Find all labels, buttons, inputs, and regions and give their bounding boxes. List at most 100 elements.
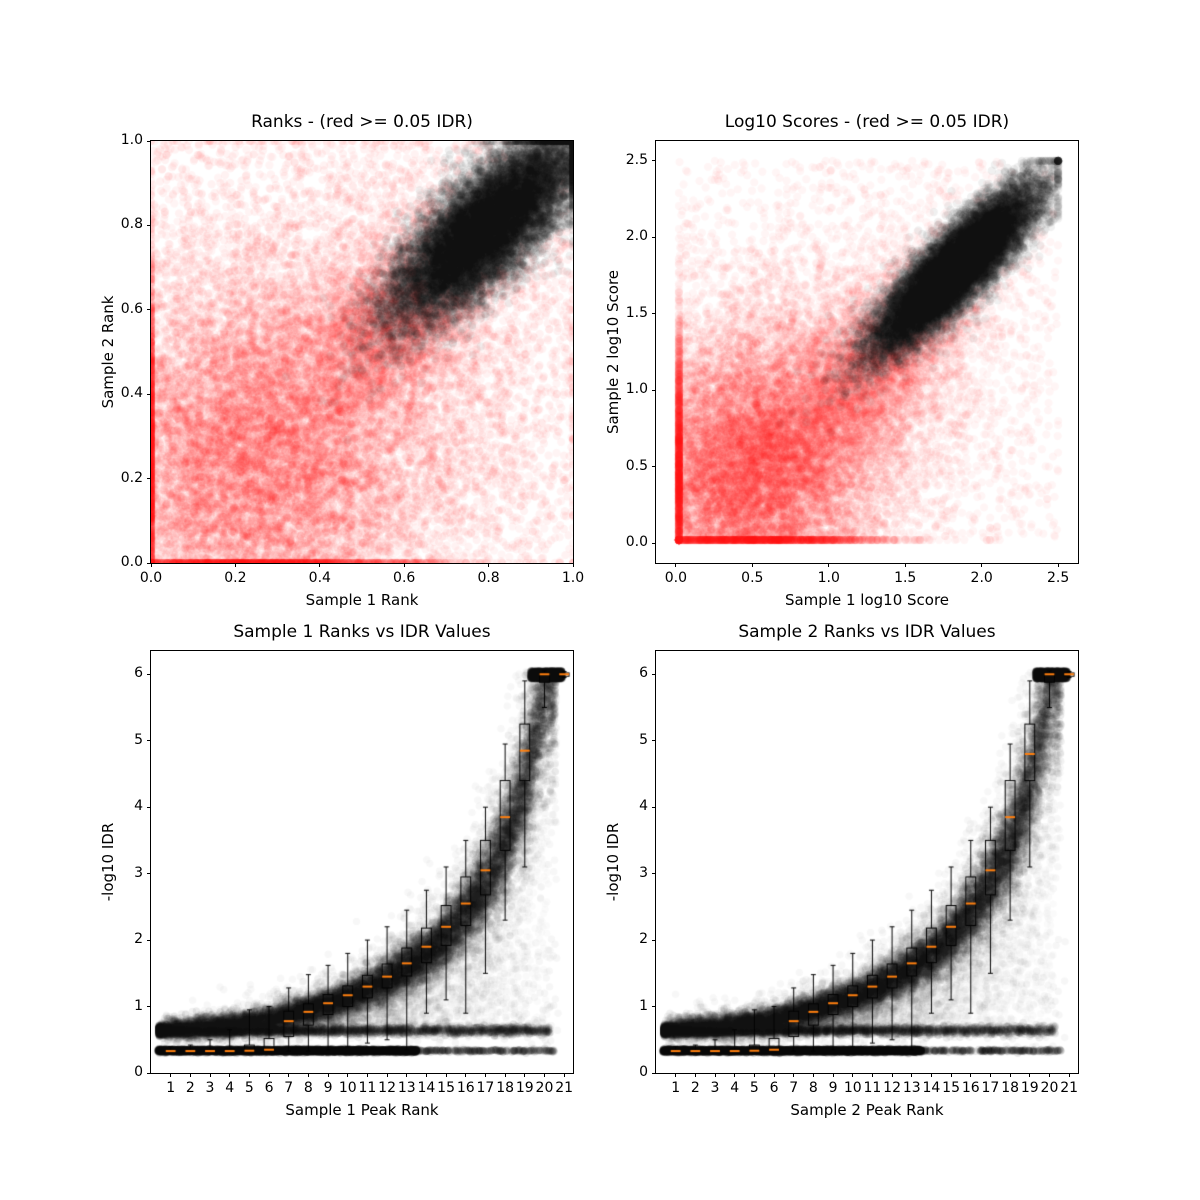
y-tick-mark: [147, 673, 151, 675]
x-tick-mark: [543, 1073, 545, 1077]
x-tick-label: 2: [690, 1080, 700, 1096]
x-tick-mark: [504, 1073, 506, 1077]
subplot-2: Log10 Scores - (red >= 0.05 IDR) Sample …: [604, 112, 1079, 609]
x-tick-label: 14: [417, 1080, 436, 1096]
x-tick-label: 3: [205, 1080, 215, 1096]
x-tick-label: 8: [303, 1080, 313, 1096]
x-tick-mark: [307, 1073, 309, 1077]
x-tick-mark: [189, 1073, 191, 1077]
x-tick-label: 0.0: [139, 570, 163, 586]
y-tick-label: 6: [134, 665, 143, 682]
x-tick-label: 0.2: [224, 570, 247, 586]
y-tick-label: 3: [134, 864, 143, 881]
y-tick-label: 0.0: [625, 534, 648, 551]
x-tick-mark: [832, 1073, 834, 1077]
x-tick-label: 6: [769, 1080, 779, 1096]
x-tick-label: 2: [185, 1080, 195, 1096]
x-tick-label: 2.5: [1046, 570, 1070, 586]
y-tick-mark: [147, 939, 151, 941]
y-axis-label-sample2-rank: Sample 2 Rank: [99, 295, 117, 409]
y-tick-mark: [147, 740, 151, 742]
x-tick-mark: [327, 1073, 329, 1077]
y-tick-mark: [652, 806, 656, 808]
subplot-1: Ranks - (red >= 0.05 IDR) Sample 2 Rank …: [99, 112, 584, 609]
x-tick-mark: [793, 1073, 795, 1077]
x-tick-label: 16: [961, 1080, 980, 1096]
y-tick-label: 1: [639, 997, 648, 1014]
y-tick-label: 4: [134, 798, 143, 815]
x-tick-mark: [694, 1073, 696, 1077]
y-tick-mark: [147, 224, 151, 226]
x-tick-mark: [234, 563, 236, 567]
x-tick-mark: [871, 1073, 873, 1077]
x-tick-mark: [170, 1073, 172, 1077]
y-tick-label: 1.5: [625, 304, 648, 321]
x-tick-label: 10: [338, 1080, 357, 1096]
x-axis-label-sample1-peak-rank: Sample 1 Peak Rank: [285, 1101, 439, 1119]
x-tick-mark: [734, 1073, 736, 1077]
x-tick-label: 14: [922, 1080, 941, 1096]
x-tick-label: 17: [476, 1080, 495, 1096]
x-tick-mark: [150, 563, 152, 567]
y-tick-label: 0.2: [120, 469, 143, 486]
x-tick-label: 1.0: [561, 570, 585, 586]
y-tick-mark: [652, 939, 656, 941]
y-tick-label: 3: [639, 864, 648, 881]
x-tick-label: 2.0: [970, 570, 993, 586]
x-tick-mark: [891, 1073, 893, 1077]
plot-title-ranks: Ranks - (red >= 0.05 IDR): [251, 112, 473, 132]
x-tick-label: 1: [671, 1080, 681, 1096]
x-tick-label: 12: [883, 1080, 901, 1096]
x-tick-mark: [950, 1073, 952, 1077]
x-tick-label: 13: [397, 1080, 416, 1096]
y-tick-label: 1: [134, 997, 143, 1014]
x-tick-mark: [288, 1073, 290, 1077]
y-tick-label: 0.6: [120, 300, 143, 317]
x-tick-label: 1: [166, 1080, 176, 1096]
y-tick-label: 5: [134, 731, 143, 748]
x-tick-mark: [1048, 1073, 1050, 1077]
x-tick-label: 11: [358, 1080, 377, 1096]
x-tick-label: 5: [244, 1080, 254, 1096]
x-tick-label: 6: [264, 1080, 274, 1096]
y-tick-label: 0.4: [120, 385, 143, 402]
y-tick-mark: [652, 740, 656, 742]
x-tick-mark: [1068, 1073, 1070, 1077]
y-axis-label-neglog10-idr-1: -log10 IDR: [99, 822, 117, 902]
x-tick-mark: [812, 1073, 814, 1077]
y-tick-label: 4: [639, 798, 648, 815]
y-tick-label: 0.0: [120, 554, 143, 570]
x-tick-mark: [484, 1073, 486, 1077]
x-tick-label: 7: [789, 1080, 799, 1096]
x-tick-label: 0.5: [741, 570, 764, 586]
y-tick-mark: [652, 313, 656, 315]
y-tick-label: 5: [639, 731, 648, 748]
y-tick-mark: [652, 236, 656, 238]
y-tick-label: 6: [639, 665, 648, 682]
x-tick-mark: [1029, 1073, 1031, 1077]
x-tick-mark: [366, 1073, 368, 1077]
x-tick-mark: [406, 1073, 408, 1077]
y-tick-mark: [652, 1006, 656, 1008]
x-tick-mark: [403, 563, 405, 567]
x-tick-mark: [563, 1073, 565, 1077]
x-tick-mark: [465, 1073, 467, 1077]
x-tick-label: 5: [749, 1080, 759, 1096]
x-tick-mark: [1057, 563, 1059, 567]
y-tick-label: 2.0: [625, 228, 648, 245]
x-tick-label: 13: [902, 1080, 921, 1096]
y-tick-mark: [652, 673, 656, 675]
y-tick-label: 0.8: [120, 216, 143, 233]
y-tick-mark: [147, 873, 151, 875]
x-tick-mark: [714, 1073, 716, 1077]
x-tick-label: 9: [828, 1080, 838, 1096]
y-tick-mark: [652, 160, 656, 162]
x-tick-mark: [229, 1073, 231, 1077]
y-tick-mark: [652, 873, 656, 875]
x-tick-mark: [445, 1073, 447, 1077]
x-tick-label: 8: [808, 1080, 818, 1096]
y-tick-label: 0: [639, 1064, 648, 1080]
x-tick-mark: [930, 1073, 932, 1077]
plot-title-sample1-idr: Sample 1 Ranks vs IDR Values: [233, 622, 491, 642]
y-tick-mark: [652, 466, 656, 468]
